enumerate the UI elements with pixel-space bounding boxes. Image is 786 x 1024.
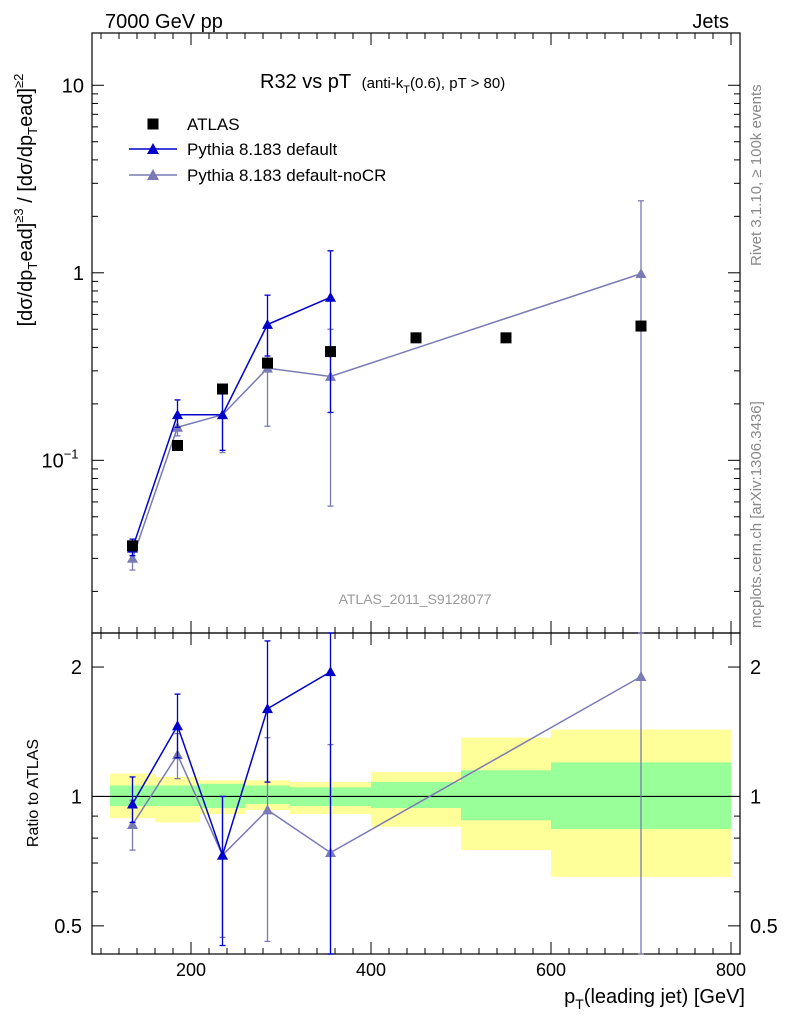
analysis-label: ATLAS_2011_S9128077 (339, 591, 492, 607)
header-energy: 7000 GeV pp (105, 11, 223, 33)
mc-nocr-point (127, 552, 138, 563)
ratio-frame (91, 632, 741, 955)
x-tick-label: 200 (176, 960, 206, 980)
ratio-y-tick-label-right: 1 (750, 786, 761, 808)
main-y-tick-label: 10−1 (41, 446, 78, 472)
ratio-default-point (262, 703, 273, 714)
atlas-data-point (325, 346, 336, 358)
legend-label: ATLAS (187, 115, 240, 134)
legend-default-marker (147, 143, 159, 154)
x-axis-label: pT(leading jet) [GeV] (564, 986, 745, 1012)
chart-title-main: R32 vs pT (260, 71, 351, 93)
ratio-y-tick-label-right: 2 (750, 657, 761, 679)
ratio-default-point (172, 720, 183, 731)
ratio-y-tick-label: 0.5 (54, 916, 82, 938)
main-y-tick-label: 1 (73, 263, 84, 285)
x-tick-label: 800 (716, 960, 746, 980)
legend-label: Pythia 8.183 default (187, 140, 338, 159)
x-tick-label: 400 (356, 960, 386, 980)
ratio-nocr-point (635, 671, 647, 682)
legend-label: Pythia 8.183 default-noCR (187, 166, 386, 185)
mc-default-point (262, 319, 273, 329)
chart-title-sub: T (403, 84, 410, 96)
source-label: mcplots.cern.ch [arXiv:1306.3436] (748, 401, 765, 628)
chart-title: R32 vs pT (anti-kT(0.6), pT > 80) (260, 71, 505, 96)
main-y-axis-label: [dσ/dpTead]≥3 / [dσ/dpTead]≥2 (11, 74, 40, 327)
mc-default-point (217, 409, 228, 420)
chart-title-tail: (0.6), pT > 80) (410, 75, 505, 92)
ratio-default-line (131, 671, 331, 858)
mc-default-line (131, 296, 331, 549)
plot-area: 200 400 600 800 10 1 10−1 2 2 1 1 0.5 0.5 (41, 32, 778, 980)
mc-default-point (172, 409, 183, 420)
ratio-nocr-point (127, 819, 138, 829)
ratio-band-inner (155, 785, 200, 807)
ratio-y-tick-label-right: 0.5 (750, 916, 778, 938)
x-tick-label: 600 (536, 960, 566, 980)
ratio-y-tick-label: 2 (71, 657, 82, 679)
atlas-data-point (635, 320, 647, 332)
ratio-bands (110, 729, 731, 877)
ratio-default-point (217, 849, 228, 860)
legend-nocr-marker (147, 169, 159, 180)
ratio-nocr-point (262, 804, 273, 815)
header-jets: Jets (692, 11, 729, 33)
atlas-data-point (127, 540, 138, 552)
mc-default-point (325, 291, 336, 302)
atlas-data-point (217, 383, 228, 395)
atlas-data-point (172, 439, 183, 451)
mc-nocr-point (635, 268, 647, 279)
atlas-data-point (262, 357, 273, 369)
ratio-default-point (325, 666, 336, 677)
legend-atlas-marker (147, 118, 159, 130)
ratio-y-axis-label: Ratio to ATLAS (25, 739, 42, 847)
main-y-tick-label: 10 (62, 75, 84, 97)
ratio-default-point (127, 798, 138, 809)
rivet-version-label: Rivet 3.1.10, ≥ 100k events (748, 84, 765, 266)
ratio-y-tick-label: 1 (71, 786, 82, 808)
chart-title-detail: (anti-k (362, 75, 404, 92)
ratio-band-inner (461, 770, 551, 821)
legend: ATLAS Pythia 8.183 default Pythia 8.183 de… (129, 115, 386, 185)
atlas-data-point (500, 332, 512, 344)
ratio-nocr-line (131, 675, 642, 857)
atlas-data-point (410, 332, 422, 344)
mc-nocr-line (131, 272, 642, 559)
